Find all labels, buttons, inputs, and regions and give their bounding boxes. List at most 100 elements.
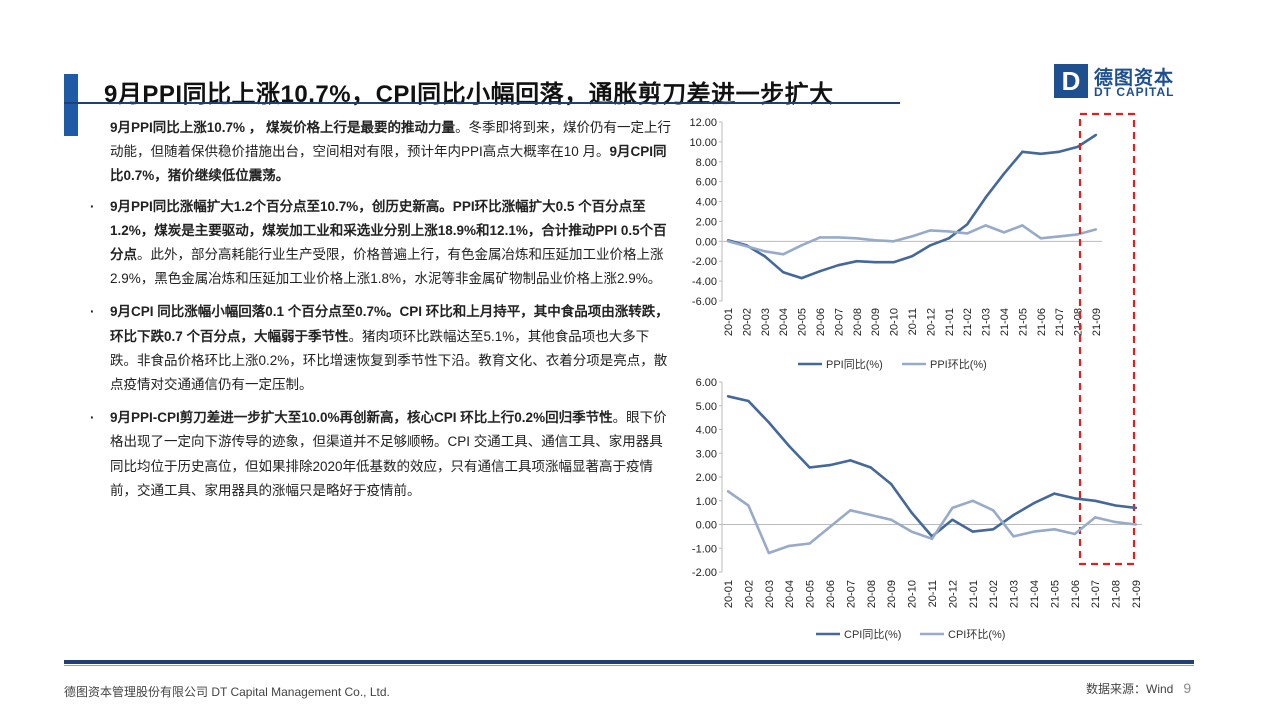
logo-chinese-name: 德图资本 xyxy=(1094,68,1175,89)
data-point xyxy=(763,250,766,253)
y-tick-label: -4.00 xyxy=(692,276,717,288)
data-point xyxy=(726,490,730,493)
company-logo: D 德图资本 DT CAPITAL xyxy=(1054,64,1184,100)
data-point xyxy=(818,236,822,239)
bullet-item: · 9月PPI-CPI剪刀差进一步扩大至10.0%再创新高，核心CPI 环比上行0… xyxy=(90,406,675,503)
intro-bold-1: 9月PPI同比上涨10.7% ， 煤炭价格上行是最要的推动力量 xyxy=(110,120,456,135)
logo-english-name: DT CAPITAL xyxy=(1094,85,1175,99)
data-point xyxy=(1094,133,1098,137)
x-tick-label: 20-10 xyxy=(907,580,919,608)
legend-label: PPI环比(%) xyxy=(930,358,987,371)
legend-label: PPI同比(%) xyxy=(826,358,883,371)
series-line-1 xyxy=(727,490,1137,555)
x-tick-label: 20-03 xyxy=(764,580,776,608)
x-tick-label: 21-05 xyxy=(1017,308,1029,336)
x-tick-label: 20-02 xyxy=(743,580,755,608)
x-tick-label: 21-07 xyxy=(1090,580,1102,608)
data-point xyxy=(800,276,803,280)
x-tick-label: 20-07 xyxy=(845,580,857,608)
y-tick-label: 6.00 xyxy=(696,177,717,189)
data-point xyxy=(808,466,811,469)
bullet-item: · 9月CPI 同比涨幅小幅回落0.1 个百分点至0.7%。CPI 环比和上月持平… xyxy=(90,300,675,397)
x-tick-label: 21-08 xyxy=(1073,308,1085,336)
x-tick-label: 20-04 xyxy=(784,580,796,608)
legend-label: CPI环比(%) xyxy=(948,628,1005,641)
x-tick-label: 20-09 xyxy=(870,308,882,336)
bullet-dot: · xyxy=(90,304,95,320)
data-point xyxy=(890,482,893,486)
series-line-0 xyxy=(727,395,1137,538)
data-point xyxy=(1114,520,1117,524)
data-point xyxy=(1039,237,1042,240)
y-tick-label: 4.00 xyxy=(696,425,717,437)
x-tick-label: 20-07 xyxy=(833,308,845,336)
data-point xyxy=(828,463,832,467)
x-tick-label: 21-09 xyxy=(1131,580,1143,608)
data-point xyxy=(951,518,954,521)
x-tick-label: 20-10 xyxy=(889,308,901,336)
data-point xyxy=(837,236,840,239)
data-point xyxy=(1039,152,1042,156)
y-tick-label: 8.00 xyxy=(696,157,717,169)
x-tick-label: 21-08 xyxy=(1111,580,1123,608)
bullet-list: · 9月PPI同比涨幅扩大1.2个百分点至10.7%，创历史新高。PPI环比涨幅扩… xyxy=(90,195,675,503)
data-point xyxy=(1073,532,1076,536)
data-point xyxy=(1134,523,1138,526)
data-point xyxy=(849,509,852,512)
x-tick-label: 21-02 xyxy=(962,308,974,336)
x-tick-label: 21-01 xyxy=(944,308,956,336)
x-tick-label: 20-06 xyxy=(825,580,837,608)
logo-mark-icon: D xyxy=(1054,64,1088,98)
data-point xyxy=(992,528,995,531)
data-point xyxy=(869,513,872,517)
data-point xyxy=(855,237,858,240)
data-point xyxy=(1094,228,1098,231)
data-point xyxy=(892,240,895,243)
data-point xyxy=(1076,233,1079,236)
data-point xyxy=(892,261,895,264)
data-point xyxy=(808,542,811,545)
data-point xyxy=(1058,150,1061,154)
data-point xyxy=(971,499,974,502)
bullet-bold: 9月CPI 同比涨幅小幅回落0.1 个百分点至0.7%。CPI 环比和上月持平，… xyxy=(110,304,669,344)
data-point xyxy=(910,530,913,533)
data-point xyxy=(782,253,785,256)
data-point xyxy=(984,196,987,199)
y-tick-label: 1.00 xyxy=(696,496,717,508)
y-tick-label: -1.00 xyxy=(692,543,717,555)
x-tick-label: 21-03 xyxy=(981,308,993,336)
title-accent-bar xyxy=(64,74,78,136)
x-tick-label: 20-06 xyxy=(815,308,827,336)
data-point xyxy=(767,421,770,424)
x-tick-label: 20-02 xyxy=(741,308,753,336)
y-tick-label: 10.00 xyxy=(689,137,717,149)
cpi-chart-svg: 6.00 5.00 4.00 3.00 2.00 1.00 0.00 -1.00 -2.00 20… xyxy=(692,377,1143,641)
data-point xyxy=(869,466,872,469)
x-tick-label: 20-05 xyxy=(805,580,817,608)
data-point xyxy=(874,239,877,242)
intro-paragraph: 9月PPI同比上涨10.7% ， 煤炭价格上行是最要的推动力量。冬季即将到来，煤… xyxy=(110,116,675,189)
footer-company: 德图资本管理股份有限公司 DT Capital Management Co., … xyxy=(64,685,390,699)
data-point xyxy=(747,399,750,403)
data-point xyxy=(947,230,950,233)
y-tick-label: -6.00 xyxy=(692,296,717,308)
title-underline xyxy=(64,102,900,104)
data-point xyxy=(992,509,995,512)
ppi-chart-svg: 12.00 10.00 8.00 6.00 4.00 2.00 0.00 -2.00 -4.00… xyxy=(689,112,1136,566)
data-point xyxy=(1021,150,1024,154)
data-point xyxy=(910,511,913,514)
data-point xyxy=(1012,513,1015,517)
x-tick-label: 20-09 xyxy=(886,580,898,608)
data-point xyxy=(1094,516,1097,519)
data-point xyxy=(1002,172,1006,175)
data-point xyxy=(971,530,974,533)
intro-bold-2: 9月CPI同比0.7%，猪价继续低位震荡。 xyxy=(110,144,667,184)
x-tick-label: 21-06 xyxy=(1070,580,1082,608)
x-tick-label: 21-01 xyxy=(968,580,980,608)
x-tick-label: 20-01 xyxy=(723,308,735,336)
data-point xyxy=(890,518,893,521)
data-point xyxy=(874,261,877,264)
data-point xyxy=(726,395,730,398)
data-point xyxy=(1114,504,1117,507)
y-tick-label: 12.00 xyxy=(689,117,717,129)
